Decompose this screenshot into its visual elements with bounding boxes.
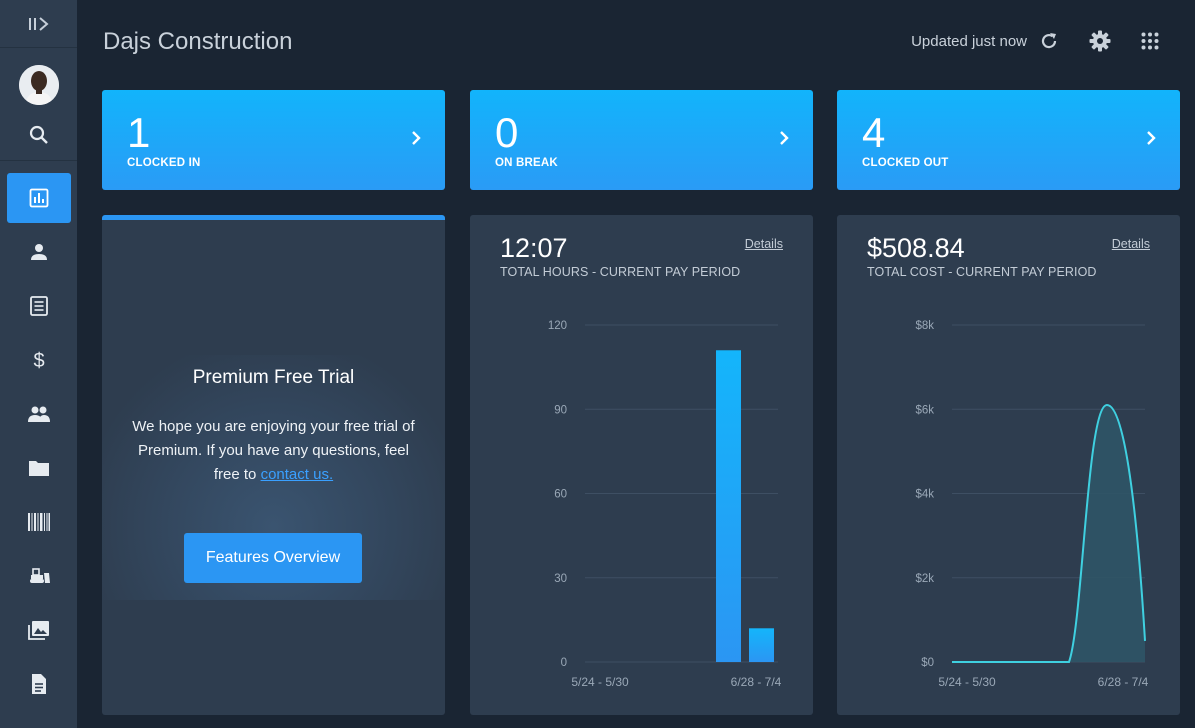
- premium-trial-panel: Premium Free Trial We hope you are enjoy…: [102, 215, 445, 715]
- hours-details-link[interactable]: Details: [744, 237, 783, 251]
- y-tick-label: 30: [554, 573, 567, 585]
- bar: [716, 350, 741, 662]
- sidebar-item-timesheets[interactable]: [7, 281, 71, 331]
- apps-grid-icon: [1141, 32, 1159, 50]
- y-tick-label: $6k: [915, 404, 934, 416]
- promo-text: We hope you are enjoying your free trial…: [132, 415, 415, 487]
- apps-button[interactable]: [1141, 32, 1159, 50]
- bar-chart-icon: [29, 188, 48, 208]
- chevron-right-icon: [780, 131, 789, 145]
- cost-area-chart: $0 $2k $4k $6k $8k 5/24 - 5/30 6/28 - 7/4: [915, 320, 1149, 689]
- total-cost-label: TOTAL COST - CURRENT PAY PERIOD: [867, 265, 1097, 279]
- stat-label: CLOCKED IN: [127, 157, 201, 169]
- sidebar: $: [0, 0, 77, 728]
- y-tick-label: $2k: [915, 573, 934, 585]
- refresh-icon: [1041, 33, 1057, 49]
- sidebar-toggle-button[interactable]: [0, 0, 77, 48]
- refresh-button[interactable]: [1039, 31, 1059, 51]
- gear-icon: [1089, 30, 1111, 52]
- clocked-out-card[interactable]: 4 CLOCKED OUT: [837, 90, 1180, 190]
- stat-value: 1: [127, 109, 151, 156]
- sidebar-item-files[interactable]: [7, 443, 71, 493]
- stat-label: CLOCKED OUT: [862, 157, 949, 169]
- x-tick-label: 6/28 - 7/4: [1098, 675, 1149, 689]
- stat-label: ON BREAK: [495, 157, 558, 169]
- search-icon: [29, 125, 48, 144]
- avatar-image: [18, 65, 59, 105]
- folder-icon: [28, 461, 49, 476]
- on-break-card[interactable]: 0 ON BREAK: [470, 90, 813, 190]
- settings-button[interactable]: [1089, 30, 1111, 52]
- sidebar-item-barcodes[interactable]: [7, 497, 71, 547]
- chevron-right-icon: [412, 131, 421, 145]
- sidebar-item-reports[interactable]: [7, 659, 71, 709]
- total-cost-value: $508.84: [867, 233, 965, 263]
- sidebar-item-equipment[interactable]: [7, 551, 71, 601]
- dollar-icon: $: [33, 350, 44, 371]
- group-icon: [27, 406, 50, 422]
- stat-value: 4: [862, 109, 886, 156]
- series-line: [952, 404, 1146, 663]
- hours-bar-chart: 0 30 60 90 120 5/24 - 5/30 6/28 - 7/4: [548, 320, 782, 689]
- promo-title: Premium Free Trial: [192, 367, 355, 388]
- cost-details-link[interactable]: Details: [1111, 237, 1150, 251]
- sidebar-item-groups[interactable]: [7, 389, 71, 439]
- x-tick-label: 5/24 - 5/30: [571, 675, 629, 689]
- search-button[interactable]: [0, 109, 77, 161]
- sidebar-item-dashboard[interactable]: [6, 173, 71, 223]
- barcode-icon: [27, 513, 50, 531]
- x-tick-label: 6/28 - 7/4: [731, 675, 782, 689]
- page-title: Dajs Construction: [103, 28, 293, 55]
- area-fill: [952, 405, 1145, 662]
- person-icon: [30, 244, 47, 260]
- updated-status: Updated just now: [911, 32, 1027, 50]
- svg-text:$: $: [33, 350, 44, 371]
- file-icon: [31, 674, 46, 694]
- bulldozer-icon: [29, 568, 50, 583]
- contact-us-link[interactable]: contact us.: [260, 466, 334, 483]
- y-tick-label: $8k: [915, 320, 934, 332]
- y-tick-label: 90: [554, 404, 567, 416]
- image-icon: [27, 621, 49, 640]
- total-hours-label: TOTAL HOURS - CURRENT PAY PERIOD: [500, 265, 741, 279]
- y-tick-label: 120: [548, 320, 567, 332]
- sidebar-item-people[interactable]: [7, 227, 71, 277]
- total-cost-panel: $508.84 TOTAL COST - CURRENT PAY PERIOD …: [837, 215, 1180, 715]
- y-tick-label: $0: [921, 657, 934, 669]
- avatar[interactable]: [18, 65, 59, 105]
- header-actions: Updated just now: [911, 30, 1159, 52]
- features-overview-button[interactable]: Features Overview: [184, 533, 362, 583]
- bar: [749, 628, 774, 662]
- y-tick-label: 0: [561, 657, 567, 669]
- total-hours-panel: 12:07 TOTAL HOURS - CURRENT PAY PERIOD D…: [470, 215, 813, 715]
- collapse-icon: [28, 16, 49, 31]
- total-hours-value: 12:07: [500, 233, 568, 263]
- x-tick-label: 5/24 - 5/30: [938, 675, 996, 689]
- sidebar-item-photos[interactable]: [7, 605, 71, 655]
- y-tick-label: $4k: [915, 489, 934, 501]
- sidebar-item-payroll[interactable]: $: [7, 335, 71, 385]
- chevron-right-icon: [1147, 131, 1156, 145]
- document-list-icon: [29, 296, 48, 316]
- promo-message: We hope you are enjoying your free trial…: [132, 418, 415, 483]
- stat-value: 0: [495, 109, 519, 156]
- y-tick-label: 60: [554, 489, 567, 501]
- clocked-in-card[interactable]: 1 CLOCKED IN: [102, 90, 445, 190]
